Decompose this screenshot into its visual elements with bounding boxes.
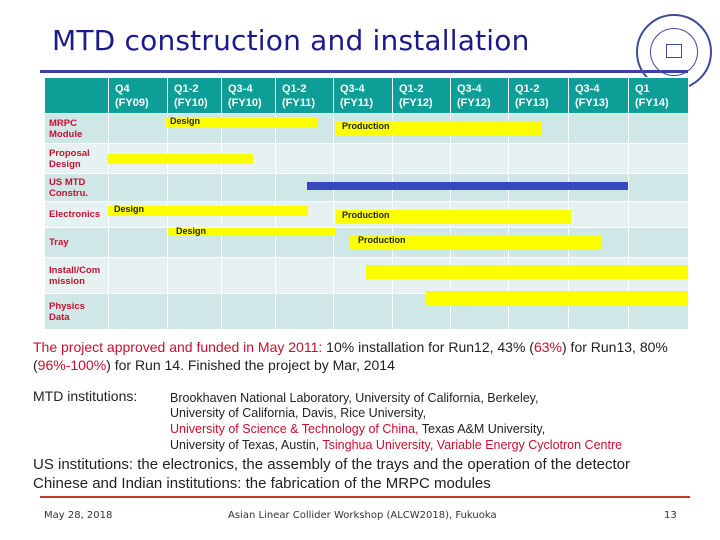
row-label: Install/Com mission [44,257,109,294]
gantt-col-header: Q1-2 (FY11) [275,77,334,114]
gantt-row-electronics: Electronics [44,201,689,228]
row-label: Proposal Design [44,143,109,174]
row-label: US MTD Constru. [44,173,109,202]
footer-divider [40,496,690,498]
institutions-line-4: University of Texas, Austin, Tsinghua Un… [170,438,623,452]
gantt-table: Q4 (FY09) Q1-2 (FY10) Q3-4 (FY10) Q1-2 (FY11… [44,77,689,330]
footer-event: Asian Linear Collider Workshop (ALCW2018… [228,510,497,521]
gantt-chart: Q4 (FY09) Q1-2 (FY10) Q3-4 (FY10) Q1-2 (FY11… [44,77,689,330]
title-divider [40,70,688,73]
funding-paragraph: The project approved and funded in May 2… [33,339,668,373]
institutions-label: MTD institutions: [33,388,138,404]
gantt-row-proposal: Proposal Design [44,143,689,174]
gantt-row-us-mtd: US MTD Constru. [44,173,689,202]
row-label: Tray [44,227,109,258]
gantt-col-header: Q1 (FY14) [628,77,689,114]
gantt-corner [44,77,109,114]
gantt-col-header: Q3-4 (FY12) [450,77,509,114]
gantt-row-tray: Tray [44,227,689,258]
row-label: MRPC Module [44,113,109,144]
footer-date: May 28, 2018 [44,510,113,521]
gantt-header-row: Q4 (FY09) Q1-2 (FY10) Q3-4 (FY10) Q1-2 (FY11… [44,77,689,114]
gantt-col-header: Q3-4 (FY11) [333,77,393,114]
gantt-col-header: Q3-4 (FY13) [568,77,629,114]
seal-inner-ring [650,28,698,76]
row-label: Electronics [44,201,109,228]
gantt-col-header: Q1-2 (FY10) [167,77,222,114]
gantt-col-header: Q1-2 (FY12) [392,77,451,114]
gantt-col-header: Q4 (FY09) [108,77,168,114]
gantt-row-mrpc: MRPC Module [44,113,689,144]
slide-title: MTD construction and installation [52,24,530,57]
row-label: Physics Data [44,293,109,330]
institutions-line-1: Brookhaven National Laboratory, Universi… [170,391,539,405]
gantt-row-install: Install/Com mission [44,257,689,294]
institutions-line-2: University of California, Davis, Rice Un… [170,406,427,420]
footer-page-number: 13 [664,510,677,521]
gantt-row-physics: Physics Data [44,293,689,330]
gantt-col-header: Q3-4 (FY10) [221,77,276,114]
gantt-col-header: Q1-2 (FY13) [508,77,569,114]
seal-emblem [666,44,682,58]
roles-paragraph: US institutions: the electronics, the as… [33,456,630,492]
institutions-line-3: University of Science & Technology of Ch… [170,422,546,436]
